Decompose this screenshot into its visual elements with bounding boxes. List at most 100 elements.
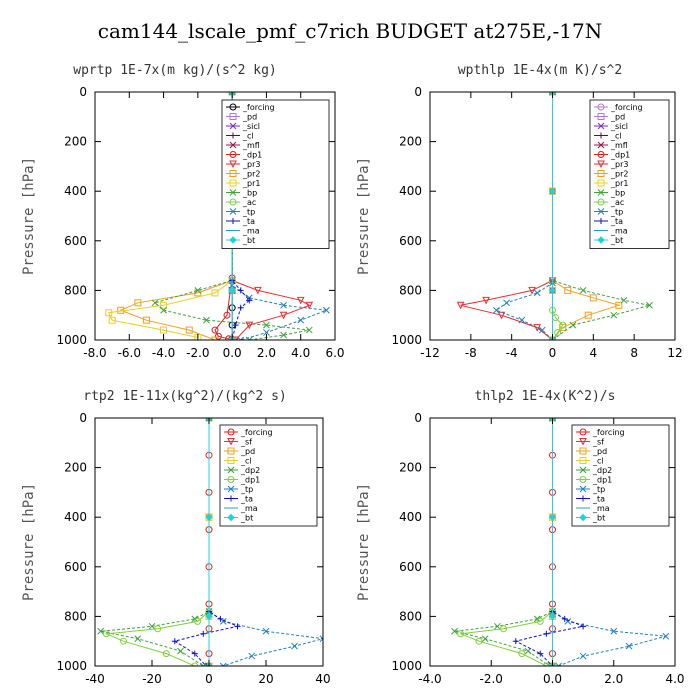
x-tick-label: 4.0 xyxy=(665,672,684,686)
data-point-ta xyxy=(200,630,207,637)
data-point-dp2 xyxy=(199,662,207,666)
y-axis-label: Pressure [hPa] xyxy=(21,157,37,275)
legend-label: _sf xyxy=(240,438,252,447)
data-point-ta xyxy=(234,623,241,630)
legend-marker xyxy=(230,218,236,224)
legend-marker xyxy=(229,198,237,206)
data-point-dp2 xyxy=(494,622,501,630)
legend-label: _forcing xyxy=(592,428,625,437)
data-point-dp2 xyxy=(191,615,199,623)
legend-label: _cl xyxy=(610,132,622,141)
data-point-ta xyxy=(237,304,244,311)
figure-title: cam144_lscale_pmf_c7rich BUDGET at275E,-… xyxy=(98,19,602,43)
legend-label: _bt xyxy=(610,236,623,245)
legend-marker xyxy=(597,141,605,149)
legend-marker xyxy=(227,428,235,436)
series-line-tp xyxy=(495,92,553,340)
data-point-pr3 xyxy=(231,336,240,340)
legend-label: _ma xyxy=(240,504,258,513)
data-point-ta xyxy=(246,297,253,304)
data-point-dp2 xyxy=(524,647,532,655)
data-point-bp xyxy=(569,321,577,329)
data-point-bp xyxy=(280,331,287,339)
data-point-bp xyxy=(203,316,210,324)
data-point-dp2 xyxy=(134,635,142,643)
data-point-bt xyxy=(548,286,557,295)
legend-label: _tp xyxy=(592,485,605,494)
y-tick-label: 0 xyxy=(79,85,87,99)
x-tick-label: -2.0 xyxy=(186,346,209,360)
data-point-tp xyxy=(219,662,227,666)
x-tick-label: 2.0 xyxy=(257,346,276,360)
data-point-tp xyxy=(493,306,500,314)
data-point-pr1 xyxy=(211,289,219,297)
x-tick-label: 0 xyxy=(549,346,557,360)
data-point-pr2 xyxy=(564,286,572,294)
y-tick-label: 600 xyxy=(399,234,422,248)
data-point-dp1 xyxy=(154,625,162,633)
data-point-ta xyxy=(203,663,210,666)
data-point-bp xyxy=(305,326,313,334)
data-point-pr2 xyxy=(211,336,219,340)
data-point-dp2 xyxy=(97,627,105,635)
data-point-tp xyxy=(291,642,298,650)
x-tick-label: 2.0 xyxy=(604,672,623,686)
data-point-tp xyxy=(297,316,305,324)
legend-marker xyxy=(597,151,605,158)
data-point-dp1 xyxy=(457,630,465,638)
legend-marker xyxy=(597,236,605,244)
x-tick-label: 0.0 xyxy=(543,672,562,686)
legend-label: _sicl xyxy=(242,122,260,131)
legend-box xyxy=(571,424,670,527)
data-point-pr1 xyxy=(108,316,116,324)
x-tick-label: -2.0 xyxy=(480,672,503,686)
legend-marker xyxy=(227,466,235,474)
legend-marker xyxy=(579,466,587,474)
data-point-pr2 xyxy=(185,326,193,334)
legend-marker xyxy=(229,208,237,215)
legend-marker xyxy=(227,447,235,455)
series-line-tp xyxy=(231,92,327,340)
legend-label: _bp xyxy=(610,189,625,198)
legend-label: _ma xyxy=(610,227,628,236)
data-point-tp xyxy=(610,627,618,635)
y-tick-label: 600 xyxy=(399,560,422,574)
data-point-pr3 xyxy=(456,301,465,310)
data-point-tp xyxy=(549,336,556,340)
legend-marker xyxy=(229,113,237,120)
legend: _forcing_sf_pd_cl_dp2_dp1_tp_ta_ma_bt xyxy=(571,424,670,527)
legend-label: _pr2 xyxy=(242,170,260,179)
legend-label: _ta xyxy=(240,495,253,504)
x-tick-label: 0 xyxy=(205,672,213,686)
legend-label: _pr3 xyxy=(610,160,628,169)
series-line-pr2 xyxy=(119,92,233,340)
data-point-bp xyxy=(160,306,167,314)
legend-label: _dp2 xyxy=(592,466,612,475)
legend-label: _ta xyxy=(592,495,605,504)
legend-label: _cl xyxy=(240,457,252,466)
data-point-pr3 xyxy=(279,311,288,320)
data-point-bp xyxy=(620,296,628,304)
series-line-ac xyxy=(552,92,564,340)
data-point-pr3 xyxy=(305,301,314,310)
data-point-tp xyxy=(579,652,587,660)
data-point-pr2 xyxy=(142,316,150,324)
legend-label: _ac xyxy=(242,198,256,207)
legend-label: _forcing xyxy=(242,103,275,112)
data-point-tp xyxy=(262,627,270,635)
data-point-tp xyxy=(549,418,556,422)
legend-label: _dp1 xyxy=(610,151,630,160)
data-point-ta xyxy=(217,615,224,622)
x-tick-label: 4 xyxy=(590,346,598,360)
data-point-ta xyxy=(537,650,544,657)
legend-marker xyxy=(229,141,237,149)
data-point-dp1 xyxy=(542,662,550,666)
legend-marker xyxy=(229,151,237,158)
legend-box xyxy=(221,99,330,249)
legend-marker xyxy=(579,438,587,446)
legend-box xyxy=(589,99,670,249)
data-point-pr2 xyxy=(584,311,592,319)
legend-label: _pd xyxy=(240,447,255,456)
data-point-tp xyxy=(319,635,323,643)
